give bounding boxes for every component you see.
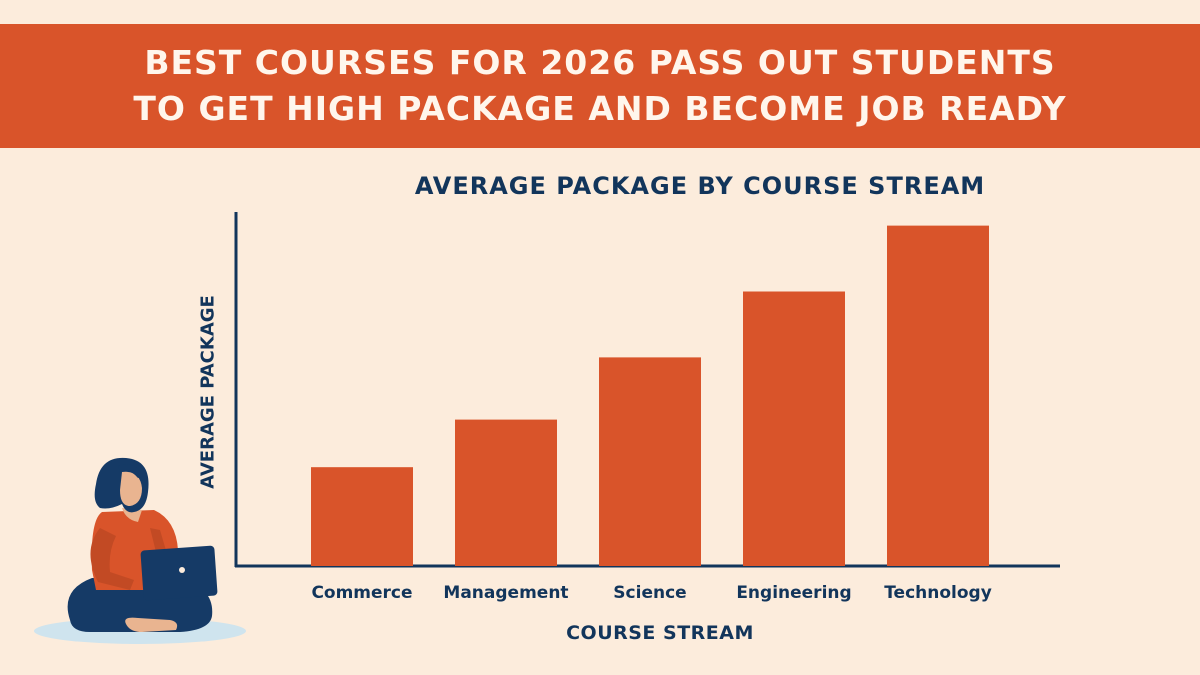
bar-management [455,419,557,566]
x-tick-label-technology: Technology [884,583,992,603]
bar-technology [887,225,989,566]
student-with-laptop-icon [34,457,246,644]
title-banner: BEST COURSES FOR 2026 PASS OUT STUDENTS … [0,24,1200,148]
x-tick-label-management: Management [443,583,568,603]
bar-engineering [743,291,845,566]
bar-science [599,357,701,566]
bar-commerce [311,467,413,566]
chart-title: AVERAGE PACKAGE BY COURSE STREAM [414,172,986,200]
banner-title-line-2: TO GET HIGH PACKAGE AND BECOME JOB READY [133,89,1067,128]
x-axis-label: COURSE STREAM [566,622,754,644]
x-tick-label-commerce: Commerce [311,583,412,603]
banner-title-line-1: BEST COURSES FOR 2026 PASS OUT STUDENTS [144,43,1056,82]
x-tick-label-engineering: Engineering [736,583,851,603]
x-tick-label-science: Science [613,583,686,603]
